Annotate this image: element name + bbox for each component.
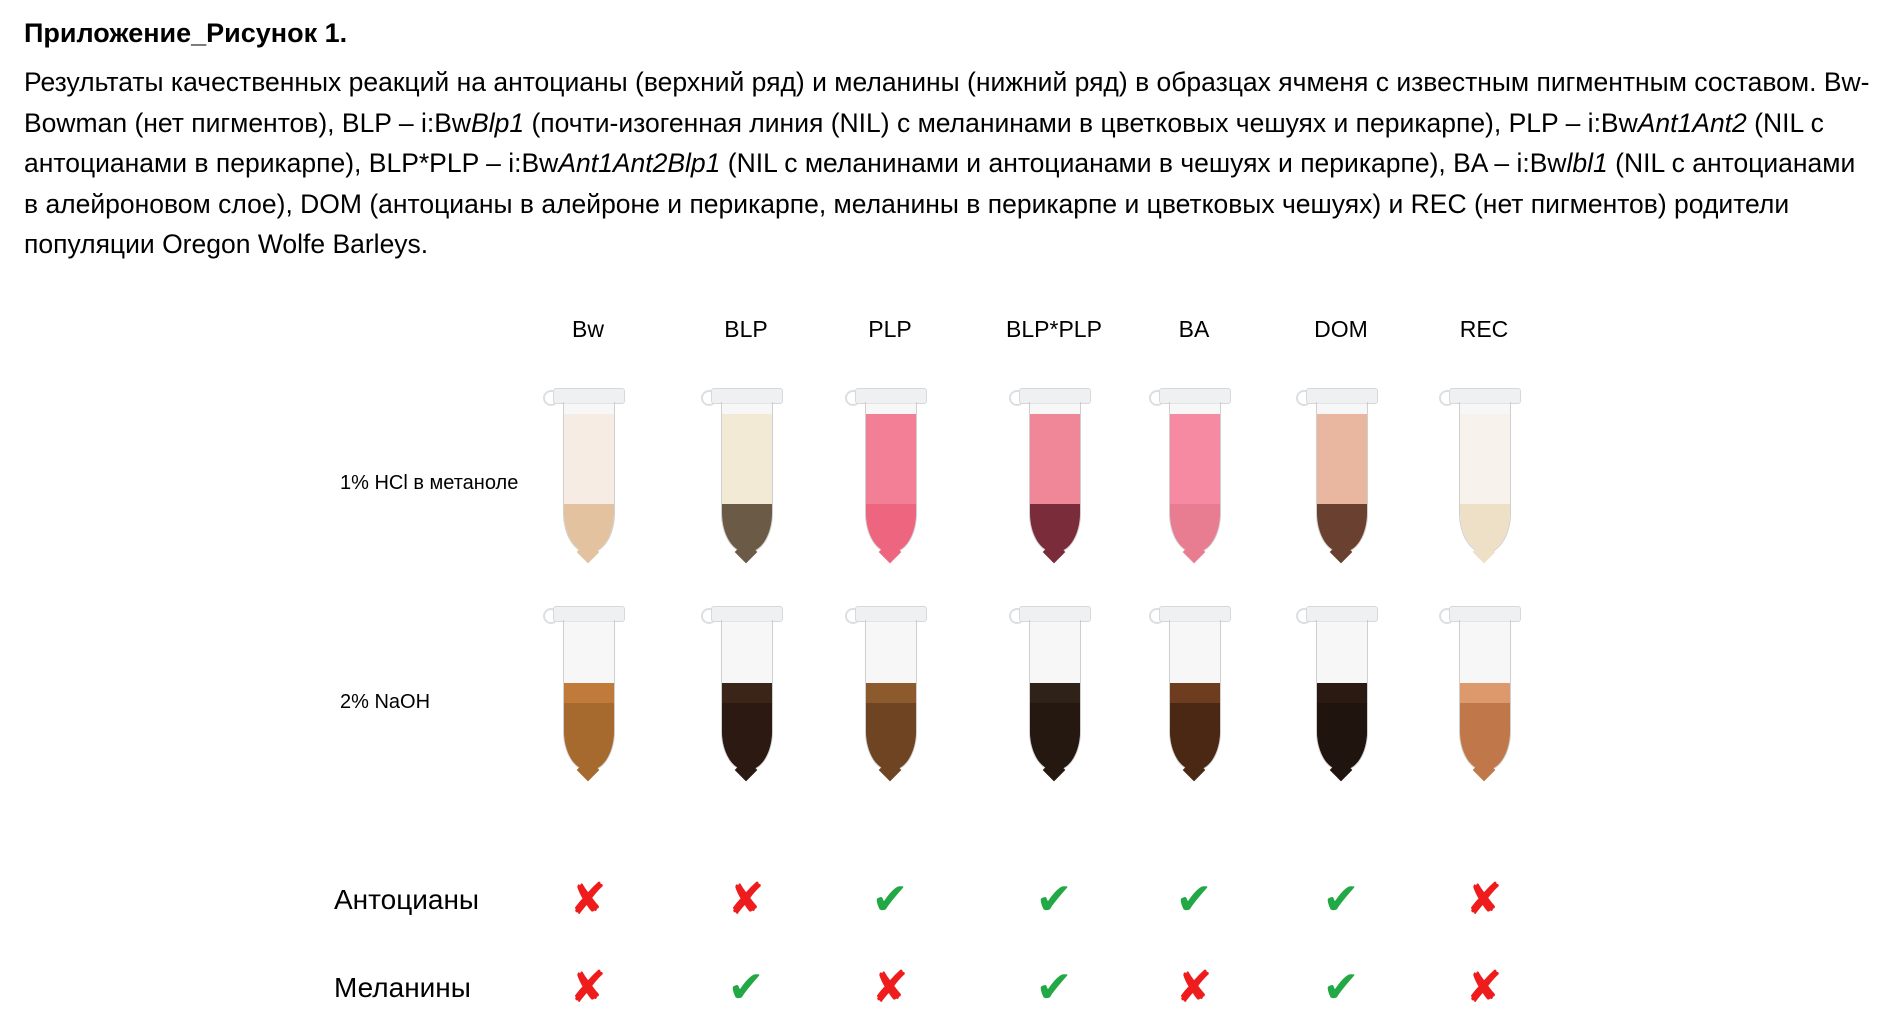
tube-body [865, 620, 917, 771]
sample-label: BLP [724, 316, 768, 342]
cross-icon: ✘ [727, 875, 765, 924]
tube-body [563, 402, 615, 553]
tube-naoh [701, 606, 783, 791]
figure-title: Приложение_Рисунок 1. [24, 18, 348, 48]
tube-naoh [1439, 606, 1521, 791]
cross-icon: ✘ [1175, 963, 1213, 1012]
check-icon: ✔ [1035, 875, 1073, 924]
tube-hcl [1149, 388, 1231, 573]
check-icon: ✔ [1175, 875, 1213, 924]
tube-naoh [543, 606, 625, 791]
row-label-anthocyanins: Антоцианы [334, 884, 480, 915]
tube-body [1169, 620, 1221, 771]
figure-caption: Результаты качественных реакций на антоц… [24, 62, 1874, 265]
cross-icon: ✘ [569, 875, 607, 924]
sample-label: PLP [868, 316, 912, 342]
sample-label: REC [1459, 316, 1509, 342]
tube-body [721, 620, 773, 771]
caption-text: (NIL с антоцианами в алейроновом слое), … [24, 148, 1856, 259]
sample-label: BLP*PLP [1006, 316, 1102, 342]
tube-naoh [1296, 606, 1378, 791]
sample-label: DOM [1314, 316, 1368, 342]
tube-body [721, 402, 773, 553]
tube-body [865, 402, 917, 553]
row-label-hcl: 1% HCl в метаноле [340, 472, 519, 494]
check-icon: ✔ [1322, 875, 1360, 924]
tube-naoh [1149, 606, 1231, 791]
sample-label: BA [1178, 316, 1210, 342]
caption-text: Результаты качественных реакций на антоц… [24, 67, 1870, 138]
caption-gene: lbl1 [1566, 148, 1608, 178]
tube-body [1169, 402, 1221, 553]
tube-body [1316, 402, 1368, 553]
tube-body [563, 620, 615, 771]
tube-hcl [1439, 388, 1521, 573]
tube-body [1029, 402, 1081, 553]
caption-text: (почти-изогенная линия (NIL) с меланинам… [524, 107, 1638, 138]
cross-icon: ✘ [1465, 963, 1503, 1012]
cross-icon: ✘ [569, 963, 607, 1012]
tube-body [1316, 620, 1368, 771]
row-label-melanins: Меланины [334, 972, 471, 1003]
tube-body [1029, 620, 1081, 771]
caption-gene: Ant1Ant2 [1637, 107, 1747, 138]
caption-text: (NIL с антоцианами в перикарпе), BLP*PLP… [24, 107, 1824, 179]
check-icon: ✔ [727, 963, 765, 1012]
sample-label: Bw [572, 316, 604, 342]
tube-hcl [1009, 388, 1091, 573]
check-icon: ✔ [1322, 963, 1360, 1012]
cross-icon: ✘ [1465, 875, 1503, 924]
tube-naoh [845, 606, 927, 791]
caption-gene: Blp1 [471, 107, 525, 138]
check-icon: ✔ [871, 875, 909, 924]
tube-hcl [543, 388, 625, 573]
check-icon: ✔ [1035, 963, 1073, 1012]
tube-naoh [1009, 606, 1091, 791]
row-label-naoh: 2% NaOH [340, 691, 431, 713]
tube-hcl [701, 388, 783, 573]
tube-body [1459, 402, 1511, 553]
caption-gene: Ant1Ant2Blp1 [558, 148, 721, 178]
tube-hcl [845, 388, 927, 573]
caption-text: (NIL с меланинами и антоцианами в чешуях… [720, 148, 1567, 178]
tube-hcl [1296, 388, 1378, 573]
cross-icon: ✘ [871, 963, 909, 1012]
tube-body [1459, 620, 1511, 771]
